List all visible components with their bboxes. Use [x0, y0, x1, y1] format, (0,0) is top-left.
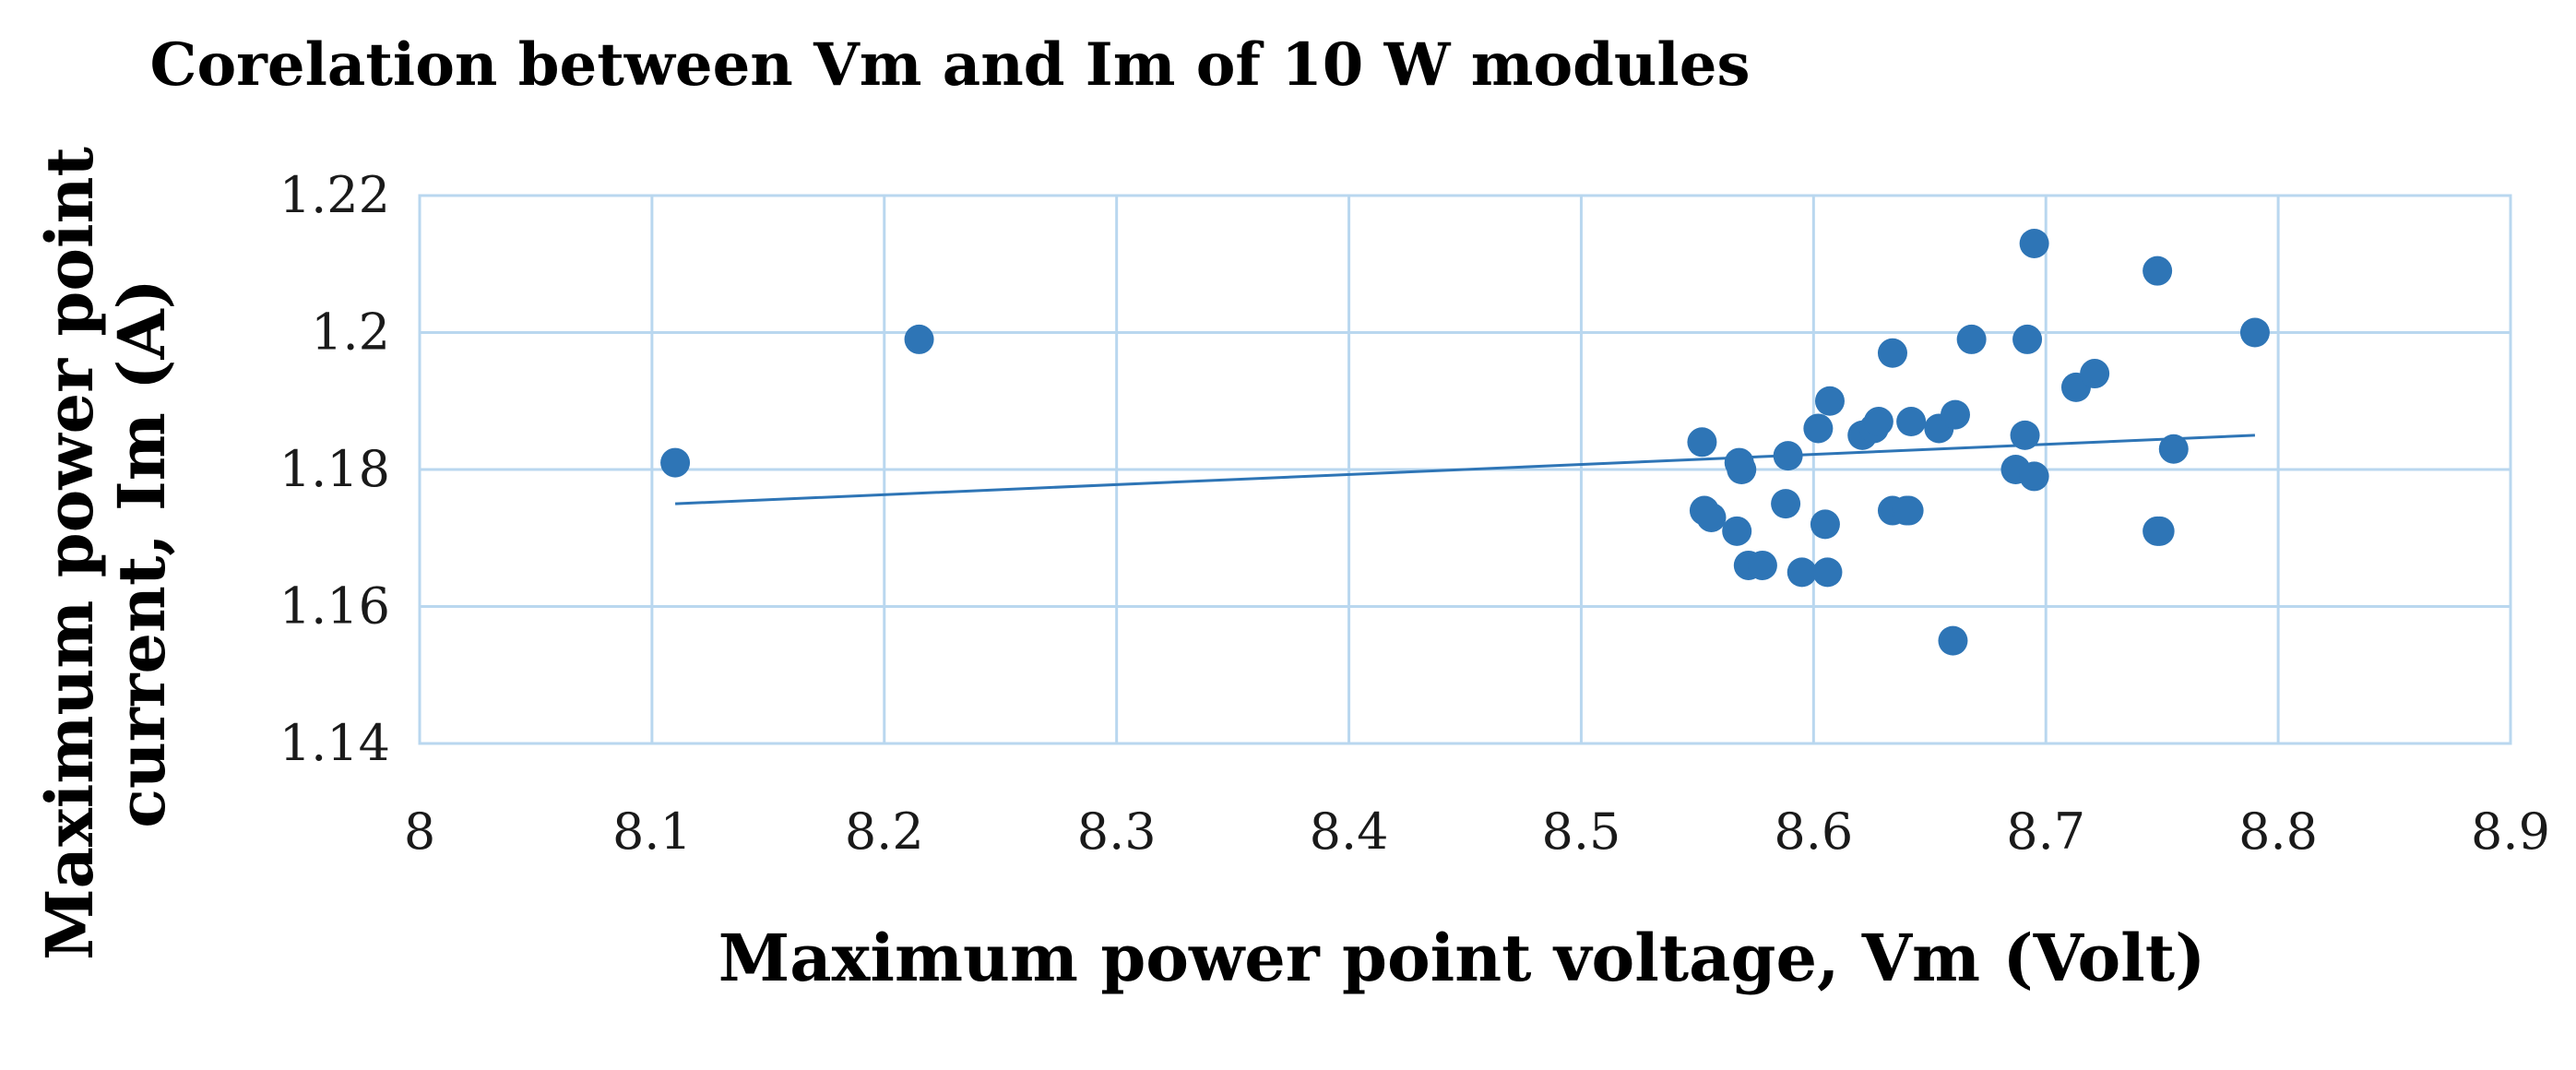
data-point — [1803, 413, 1834, 444]
data-point — [1896, 407, 1927, 437]
data-point — [1863, 407, 1893, 437]
data-point — [2019, 461, 2049, 492]
data-point — [1722, 516, 1752, 546]
data-point — [2239, 317, 2270, 348]
data-point — [1696, 502, 1727, 532]
data-points — [660, 228, 2270, 656]
y-tick-label: 1.16 — [279, 577, 390, 636]
linear-trendline — [675, 434, 2255, 505]
x-tick-label: 8.3 — [1077, 802, 1157, 861]
data-point — [1877, 338, 1907, 368]
y-axis-title-line-1: Maximum power point — [31, 147, 108, 960]
data-point — [2010, 420, 2040, 450]
x-tick-label: 8.6 — [1774, 802, 1853, 861]
x-tick-label: 8.8 — [2238, 802, 2318, 861]
data-point — [1814, 386, 1845, 416]
data-point — [2143, 256, 2173, 286]
data-point — [1773, 441, 1803, 471]
x-tick-label: 8.1 — [612, 802, 692, 861]
x-axis-title: Maximum power point voltage, Vm (Volt) — [718, 920, 2205, 996]
data-point — [2158, 434, 2189, 464]
x-tick-label: 8.9 — [2471, 802, 2550, 861]
y-axis-title: Maximum power point current, Im (A) — [31, 147, 180, 960]
y-axis-title-line-2: current, Im (A) — [103, 279, 180, 828]
data-point — [1893, 495, 1924, 526]
data-point — [1810, 509, 1840, 540]
data-point — [2080, 359, 2110, 389]
y-tick-label: 1.22 — [279, 166, 390, 224]
x-tick-label: 8 — [404, 802, 435, 861]
data-point — [1956, 324, 1987, 354]
x-tick-label: 8.2 — [845, 802, 924, 861]
data-point — [1940, 399, 1970, 430]
data-point — [2144, 516, 2175, 546]
data-point — [1771, 489, 1801, 519]
data-point — [904, 324, 934, 354]
data-point — [1747, 550, 1777, 580]
x-tick-label: 8.4 — [1310, 802, 1389, 861]
x-axis-ticks: 8 8.1 8.2 8.3 8.4 8.5 8.6 8.7 8.8 8.9 — [404, 802, 2550, 861]
plot-area-border — [418, 194, 2512, 745]
data-point — [1812, 557, 1843, 588]
y-tick-label: 1.14 — [279, 714, 390, 772]
y-tick-label: 1.18 — [279, 440, 390, 498]
data-point — [660, 447, 691, 478]
x-tick-label: 8.5 — [1541, 802, 1620, 861]
chart-title: Corelation between Vm and Im of 10 W mod… — [150, 30, 1751, 100]
data-point — [1727, 455, 1757, 484]
data-point — [2012, 324, 2043, 354]
trendline-layer — [675, 434, 2255, 505]
data-point — [1938, 625, 1968, 656]
y-axis-ticks: 1.14 1.16 1.18 1.2 1.22 — [279, 166, 390, 772]
data-point — [2019, 228, 2049, 258]
data-point — [1787, 557, 1817, 588]
data-point — [1687, 427, 1717, 458]
y-tick-label: 1.2 — [311, 303, 390, 362]
x-tick-label: 8.7 — [2006, 802, 2085, 861]
